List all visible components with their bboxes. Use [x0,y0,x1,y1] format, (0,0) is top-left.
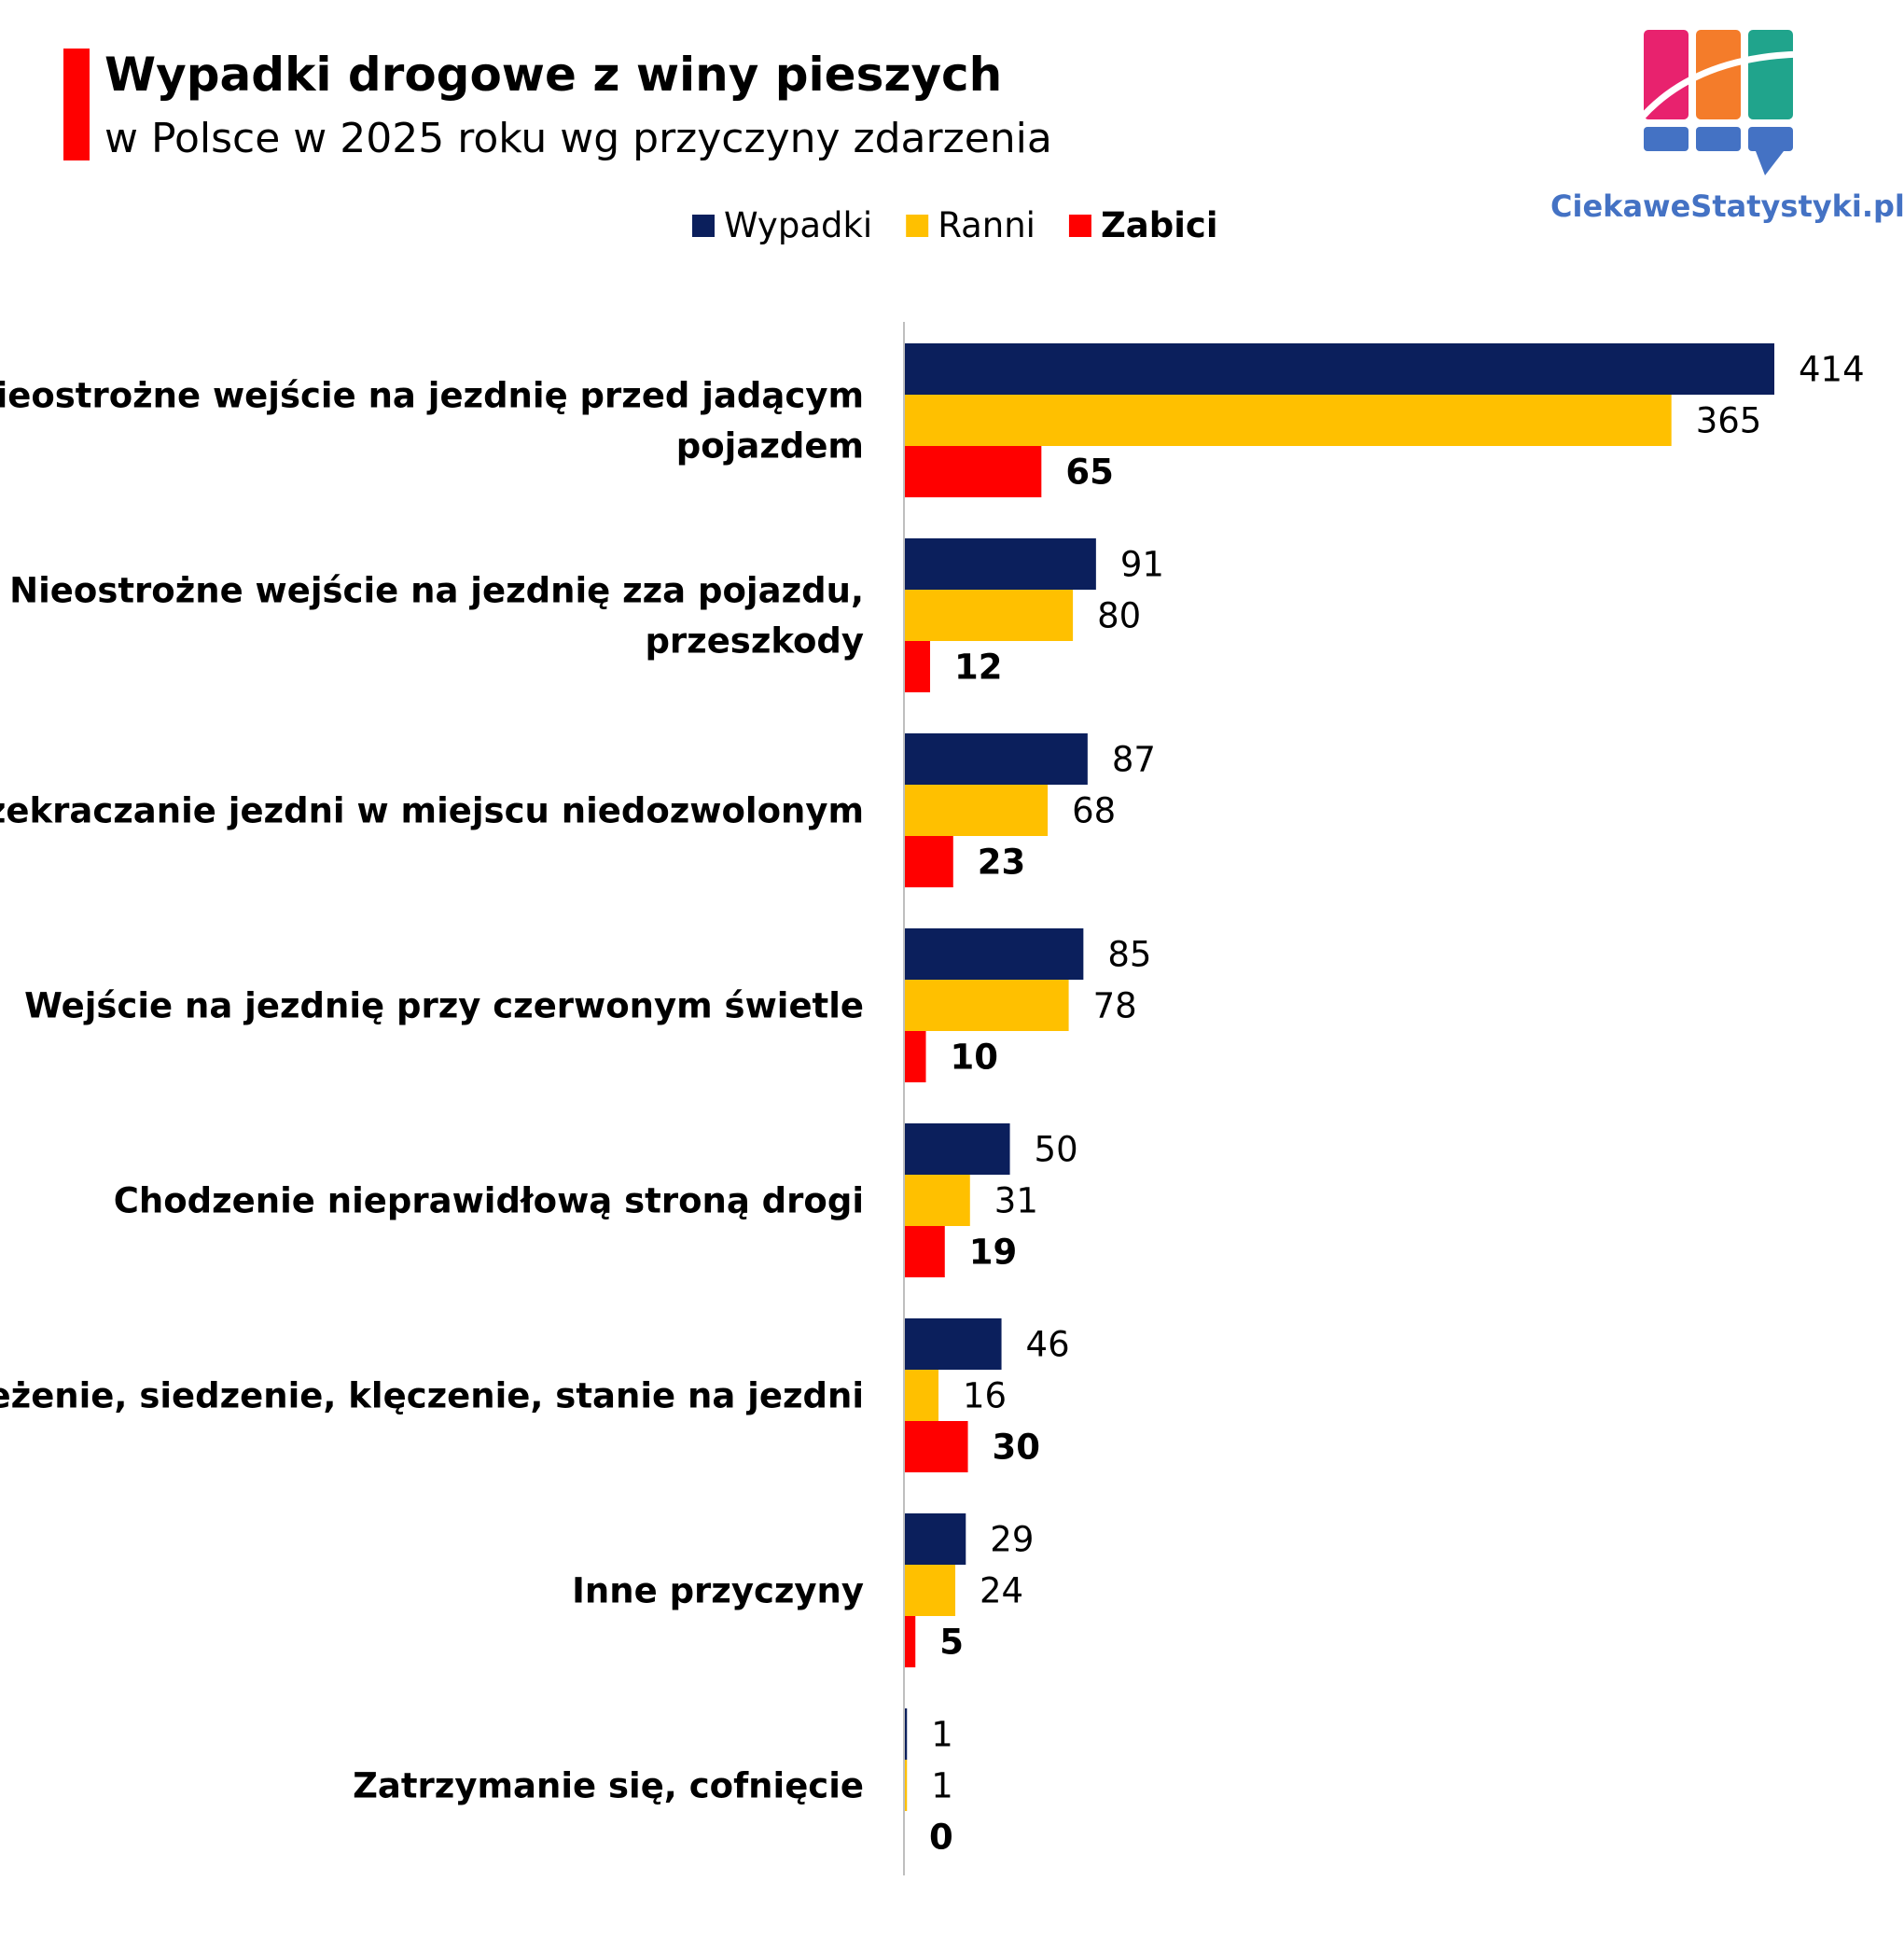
title-accent-bar [63,49,90,160]
bar-ranni [905,395,1672,446]
legend: Wypadki Ranni Zabici [692,205,1218,245]
legend-swatch-zabici [1068,215,1091,237]
bar-ranni [905,785,1049,836]
category-label: pojazdem [676,426,864,467]
bar-zabici [905,641,931,692]
bar-chart-logo-icon [1637,30,1801,175]
legend-label-zabici: Zabici [1101,205,1218,245]
bar-zabici [905,446,1042,497]
bar-ranni [905,980,1069,1031]
data-label-wypadki: 87 [1112,740,1156,780]
legend-label-ranni: Ranni [938,205,1035,245]
bar-ranni [905,1565,956,1616]
bar-zabici [905,1616,916,1667]
data-label-ranni: 1 [931,1766,953,1806]
category-label: Nieostrożne wejście na jezdnię zza pojaz… [9,571,864,611]
data-label-ranni: 16 [963,1376,1007,1416]
data-label-zabici: 23 [978,843,1026,883]
data-label-zabici: 5 [939,1623,964,1663]
bar-wypadki [905,1123,1010,1175]
data-label-zabici: 19 [969,1233,1018,1273]
category-label: Zatrzymanie się, cofnięcie [353,1766,864,1806]
bar-ranni [905,1760,908,1811]
category-label: Wejście na jezdnię przy czerwonym świetl… [24,986,864,1026]
bar-zabici [905,836,953,887]
chart-subtitle: w Polsce w 2025 roku wg przyczyny zdarze… [104,115,1052,162]
bar-wypadki [905,928,1084,980]
data-label-wypadki: 85 [1107,935,1151,975]
data-label-wypadki: 91 [1120,545,1164,585]
data-label-ranni: 24 [980,1571,1023,1611]
bar-zabici [905,1226,945,1277]
data-label-zabici: 12 [954,648,1002,688]
data-label-wypadki: 50 [1035,1130,1078,1170]
bar-wypadki [905,538,1096,590]
bar-ranni [905,1175,970,1226]
bar-ranni [905,1370,939,1421]
legend-swatch-ranni [906,215,929,237]
data-label-zabici: 65 [1065,453,1114,493]
legend-swatch-wypadki [692,215,715,237]
legend-label-wypadki: Wypadki [724,205,872,245]
category-label: Nieostrożne wejście na jezdnię przed jad… [0,376,864,416]
category-label: przeszkody [645,621,864,662]
chart-title: Wypadki drogowe z winy pieszych [104,48,1002,102]
category-label: Chodzenie nieprawidłową stroną drogi [114,1181,864,1221]
bar-wypadki [905,733,1088,785]
bar-wypadki [905,1708,908,1760]
data-label-ranni: 80 [1097,596,1141,636]
data-label-wypadki: 1 [931,1715,953,1755]
value-labels: 4143656591801287682385781050311946163029… [929,350,1865,1858]
category-labels: Nieostrożne wejście na jezdnię przed jad… [0,376,864,1806]
data-label-wypadki: 46 [1026,1325,1070,1365]
data-label-ranni: 78 [1093,986,1137,1026]
bar-ranni [905,590,1074,641]
data-label-ranni: 31 [994,1181,1038,1221]
brand-text: CiekaweStatystyki.pl [1550,188,1904,224]
category-label: Leżenie, siedzenie, klęczenie, stanie na… [0,1376,864,1416]
bar-zabici [905,1421,968,1472]
data-label-wypadki: 29 [990,1520,1034,1560]
bar-zabici [905,1031,926,1082]
data-label-ranni: 68 [1072,791,1116,831]
category-label: Inne przyczyny [572,1571,864,1611]
bars [905,343,1774,1811]
data-label-wypadki: 414 [1799,350,1865,390]
data-label-zabici: 30 [993,1428,1041,1468]
category-label: Przekraczanie jezdni w miejscu niedozwol… [0,791,864,831]
data-label-zabici: 0 [929,1818,953,1858]
bar-wypadki [905,1513,966,1565]
bar-wypadki [905,343,1774,395]
data-label-ranni: 365 [1696,401,1762,441]
data-label-zabici: 10 [951,1038,999,1078]
bar-wypadki [905,1318,1002,1370]
